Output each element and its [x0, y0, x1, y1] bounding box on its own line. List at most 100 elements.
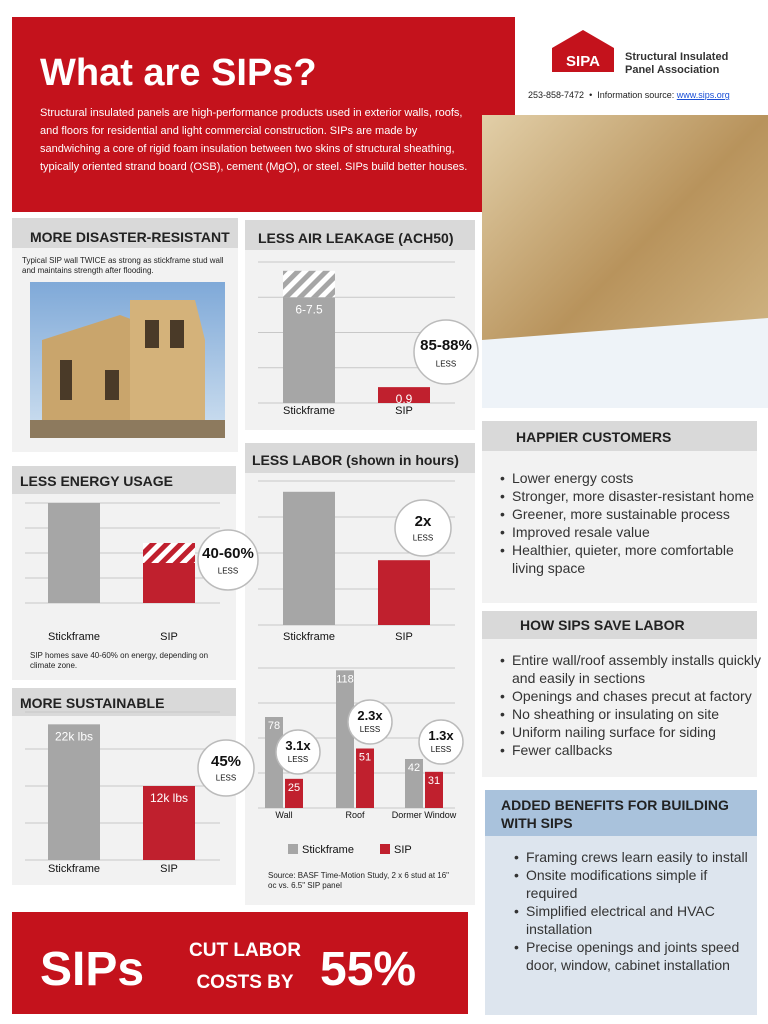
banner-band: [12, 912, 468, 1014]
x-tick-label: Stickframe: [48, 863, 100, 875]
bar: [405, 759, 423, 808]
value-label: 22k lbs: [55, 729, 93, 743]
panel-title: MORE DISASTER-RESISTANT: [30, 229, 230, 245]
value-label: 12k lbs: [150, 791, 188, 805]
badge-label: LESS: [288, 755, 308, 764]
badge: [197, 739, 255, 797]
bar: [336, 670, 354, 808]
bullet-item: Uniform nailing surface for siding: [500, 723, 765, 741]
badge-label: LESS: [431, 745, 451, 754]
panel-text: Typical SIP wall TWICE as strong as stic…: [22, 256, 224, 275]
bullet-item: Healthier, quieter, more comfortable liv…: [500, 541, 765, 577]
header-band: [12, 17, 515, 212]
bar: [143, 786, 195, 860]
x-tick-label: SIP: [395, 405, 413, 417]
legend-label: Stickframe: [302, 844, 354, 856]
x-tick-label: Stickframe: [283, 631, 335, 643]
bar-range: [143, 543, 195, 563]
value-label: 51: [359, 752, 371, 764]
bullet-item: Stronger, more disaster-resistant home: [500, 487, 765, 505]
bar: [425, 771, 443, 808]
bullet-item: No sheathing or insulating on site: [500, 705, 765, 723]
panel-title: HAPPIER CUSTOMERS: [516, 429, 672, 445]
x-tick-label: SIP: [160, 631, 178, 643]
contact-line: 253-858-7472 • Information source: www.s…: [528, 90, 730, 100]
logo-name: Structural Insulated Panel Association: [625, 51, 729, 76]
badge-label: LESS: [360, 725, 380, 734]
value-label: 42: [408, 762, 420, 774]
value-label: 6-7.5: [295, 302, 323, 316]
bullet-item: Entire wall/roof assembly installs quick…: [500, 651, 765, 687]
badge: [394, 499, 452, 557]
x-tick-label: Wall: [275, 810, 292, 820]
bullet-item: Greener, more sustainable process: [500, 505, 765, 523]
chart-note: SIP homes save 40-60% on energy, dependi…: [30, 651, 209, 670]
bar: [48, 724, 100, 860]
badge: [418, 719, 464, 765]
logo-mark-text: SIPA: [566, 53, 600, 70]
badge-value: 1.3x: [428, 728, 454, 743]
banner-line: CUT LABOR: [189, 940, 301, 961]
foam-layer: [482, 318, 768, 408]
value-label: 25: [288, 782, 300, 794]
x-tick-label: SIP: [160, 863, 178, 875]
bar: [378, 560, 430, 625]
badge-label: LESS: [436, 359, 456, 368]
chart-source: Source: BASF Time-Motion Study, 2 x 6 st…: [268, 871, 449, 890]
panel-title: LESS ENERGY USAGE: [20, 473, 173, 489]
page-title: What are SIPs?: [40, 52, 317, 94]
badge: [197, 529, 259, 591]
badge-value: 3.1x: [285, 738, 311, 753]
source-link[interactable]: www.sips.org: [676, 90, 730, 100]
badge-label: LESS: [218, 567, 238, 576]
legend-label: SIP: [394, 844, 412, 856]
bar: [283, 297, 335, 403]
badge: [275, 729, 321, 775]
bullet-list: Lower energy costsStronger, more disaste…: [496, 469, 765, 577]
x-tick-label: SIP: [395, 631, 413, 643]
bar: [48, 503, 100, 603]
banner-value: 55%: [320, 943, 416, 996]
x-tick-label: Dormer Window: [392, 810, 457, 820]
banner-brand: SIPs: [40, 943, 144, 996]
badge-value: 45%: [211, 753, 241, 770]
panel-title: ADDED BENEFITS FOR BUILDING WITH SIPS: [501, 797, 729, 831]
value-label: 31: [428, 775, 440, 787]
value-label: 118: [336, 673, 354, 685]
bullet-item: Lower energy costs: [500, 469, 765, 487]
panel-title: LESS LABOR (shown in hours): [252, 452, 459, 468]
bar: [265, 717, 283, 808]
bullet-item: Fewer callbacks: [500, 741, 765, 759]
bar: [378, 387, 430, 403]
badge-value: 2.3x: [357, 708, 383, 723]
legend-swatch: [288, 844, 298, 854]
badge-value: 2x: [415, 513, 432, 530]
panel-title: MORE SUSTAINABLE: [20, 695, 164, 711]
bar: [285, 778, 303, 808]
badge-value: 40-60%: [202, 545, 254, 562]
source-label: Information source:: [597, 90, 675, 100]
intro-text: Structural insulated panels are high-per…: [40, 107, 468, 173]
bullet-item: Framing crews learn easily to install: [514, 848, 749, 866]
bullet-list: Framing crews learn easily to installOns…: [510, 848, 749, 974]
bullet-item: Improved resale value: [500, 523, 765, 541]
bar: [356, 748, 374, 808]
x-tick-label: Roof: [345, 810, 365, 820]
bullet-item: Simplified electrical and HVAC installat…: [514, 902, 749, 938]
legend-swatch: [380, 844, 390, 854]
logo-mark: [552, 30, 614, 72]
bullet-item: Precise openings and joints speed door, …: [514, 938, 749, 974]
value-label: 0.9: [396, 392, 413, 406]
x-tick-label: Stickframe: [283, 405, 335, 417]
value-label: 78: [268, 720, 280, 732]
badge: [413, 319, 479, 385]
badge-value: 85-88%: [420, 337, 472, 354]
panel-title: LESS AIR LEAKAGE (ACH50): [258, 230, 454, 246]
panel-title: HOW SIPS SAVE LABOR: [520, 617, 685, 633]
bar-range: [283, 270, 335, 298]
bar: [143, 563, 195, 603]
badge-label: LESS: [413, 534, 433, 543]
bar: [283, 491, 335, 625]
phone: 253-858-7472: [528, 90, 585, 100]
